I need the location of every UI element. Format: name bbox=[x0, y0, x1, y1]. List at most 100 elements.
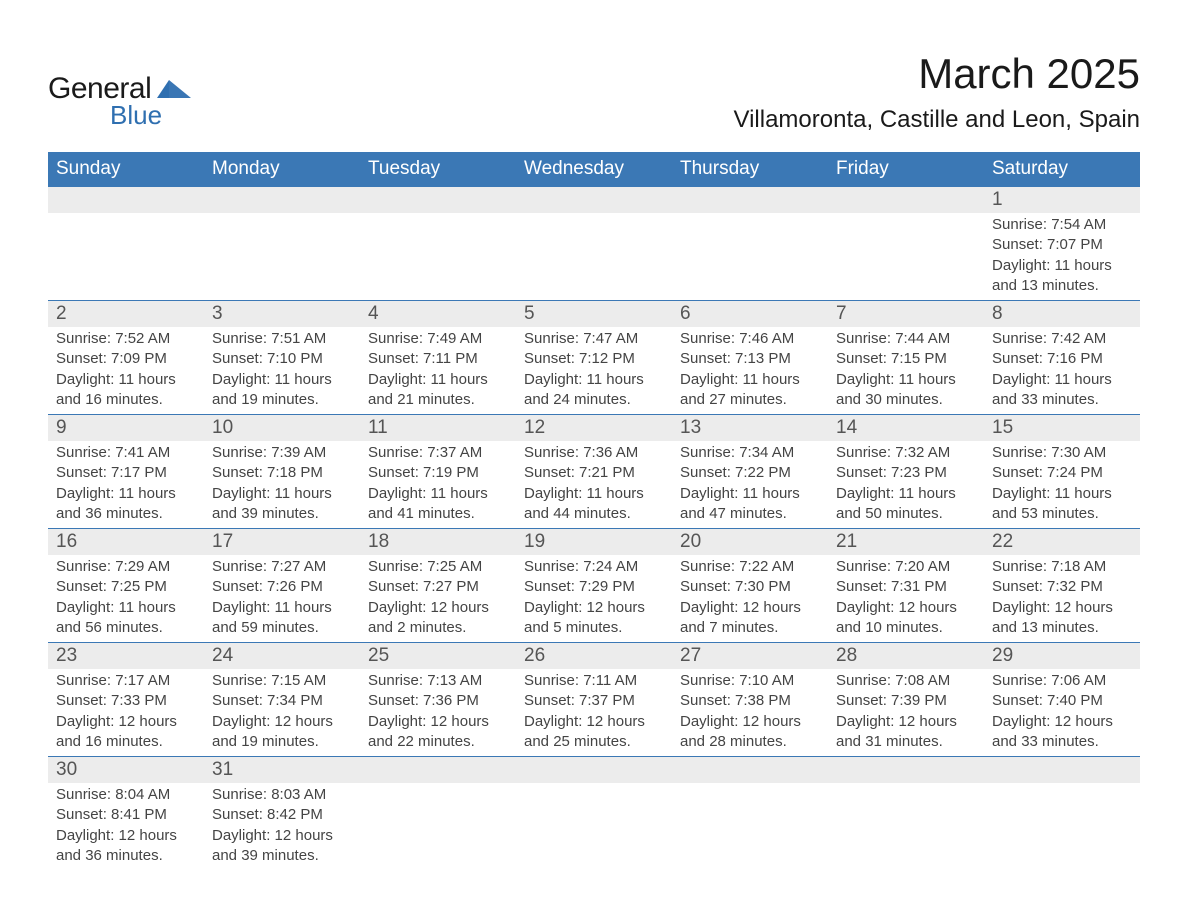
day-sunrise: Sunrise: 7:36 AM bbox=[524, 443, 664, 463]
day-number: 29 bbox=[984, 643, 1140, 669]
day-daylight2: and 39 minutes. bbox=[212, 504, 352, 524]
day-number: 16 bbox=[48, 529, 204, 555]
day-daylight2: and 13 minutes. bbox=[992, 618, 1132, 638]
day-cell-data: Sunrise: 7:36 AMSunset: 7:21 PMDaylight:… bbox=[516, 441, 672, 529]
day-sunset: Sunset: 7:19 PM bbox=[368, 463, 508, 483]
day-cell-data: Sunrise: 7:41 AMSunset: 7:17 PMDaylight:… bbox=[48, 441, 204, 529]
day-sunset: Sunset: 7:24 PM bbox=[992, 463, 1132, 483]
day-daylight2: and 59 minutes. bbox=[212, 618, 352, 638]
day-sunrise: Sunrise: 7:10 AM bbox=[680, 671, 820, 691]
day-cell-data: Sunrise: 7:08 AMSunset: 7:39 PMDaylight:… bbox=[828, 669, 984, 757]
day-details: Sunrise: 7:08 AMSunset: 7:39 PMDaylight:… bbox=[828, 669, 984, 756]
day-sunrise: Sunrise: 7:24 AM bbox=[524, 557, 664, 577]
day-details: Sunrise: 7:18 AMSunset: 7:32 PMDaylight:… bbox=[984, 555, 1140, 642]
day-cell-num: 15 bbox=[984, 415, 1140, 442]
day-cell-num: 14 bbox=[828, 415, 984, 442]
day-sunrise: Sunrise: 7:47 AM bbox=[524, 329, 664, 349]
day-cell-num bbox=[672, 757, 828, 784]
day-cell-num: 9 bbox=[48, 415, 204, 442]
day-cell-data: Sunrise: 7:24 AMSunset: 7:29 PMDaylight:… bbox=[516, 555, 672, 643]
day-daylight2: and 16 minutes. bbox=[56, 390, 196, 410]
day-sunset: Sunset: 7:29 PM bbox=[524, 577, 664, 597]
day-cell-data bbox=[360, 213, 516, 301]
day-daylight2: and 7 minutes. bbox=[680, 618, 820, 638]
daynum-row: 1 bbox=[48, 187, 1140, 214]
day-cell-data: Sunrise: 7:15 AMSunset: 7:34 PMDaylight:… bbox=[204, 669, 360, 757]
day-daylight1: Daylight: 11 hours bbox=[836, 484, 976, 504]
day-sunrise: Sunrise: 7:37 AM bbox=[368, 443, 508, 463]
day-sunrise: Sunrise: 7:30 AM bbox=[992, 443, 1132, 463]
day-daylight2: and 2 minutes. bbox=[368, 618, 508, 638]
day-details: Sunrise: 7:41 AMSunset: 7:17 PMDaylight:… bbox=[48, 441, 204, 528]
day-daylight1: Daylight: 11 hours bbox=[524, 484, 664, 504]
day-details: Sunrise: 8:03 AMSunset: 8:42 PMDaylight:… bbox=[204, 783, 360, 870]
day-daylight2: and 21 minutes. bbox=[368, 390, 508, 410]
day-cell-data: Sunrise: 7:37 AMSunset: 7:19 PMDaylight:… bbox=[360, 441, 516, 529]
day-cell-data: Sunrise: 7:44 AMSunset: 7:15 PMDaylight:… bbox=[828, 327, 984, 415]
day-daylight2: and 47 minutes. bbox=[680, 504, 820, 524]
day-sunrise: Sunrise: 7:11 AM bbox=[524, 671, 664, 691]
day-details: Sunrise: 7:29 AMSunset: 7:25 PMDaylight:… bbox=[48, 555, 204, 642]
day-daylight1: Daylight: 11 hours bbox=[212, 484, 352, 504]
calendar-table: Sunday Monday Tuesday Wednesday Thursday… bbox=[48, 152, 1140, 870]
day-sunset: Sunset: 7:07 PM bbox=[992, 235, 1132, 255]
day-number: 17 bbox=[204, 529, 360, 555]
day-number: 9 bbox=[48, 415, 204, 441]
day-daylight1: Daylight: 11 hours bbox=[56, 484, 196, 504]
day-daylight2: and 24 minutes. bbox=[524, 390, 664, 410]
day-daylight1: Daylight: 11 hours bbox=[836, 370, 976, 390]
day-daylight1: Daylight: 11 hours bbox=[680, 370, 820, 390]
day-cell-data bbox=[672, 213, 828, 301]
day-sunset: Sunset: 7:34 PM bbox=[212, 691, 352, 711]
day-cell-num: 19 bbox=[516, 529, 672, 556]
day-cell-num: 5 bbox=[516, 301, 672, 328]
day-number: 22 bbox=[984, 529, 1140, 555]
col-saturday: Saturday bbox=[984, 152, 1140, 187]
day-daylight1: Daylight: 12 hours bbox=[524, 598, 664, 618]
day-daylight2: and 30 minutes. bbox=[836, 390, 976, 410]
day-sunset: Sunset: 7:18 PM bbox=[212, 463, 352, 483]
day-sunset: Sunset: 7:16 PM bbox=[992, 349, 1132, 369]
day-number: 31 bbox=[204, 757, 360, 783]
day-number: 25 bbox=[360, 643, 516, 669]
day-number: 23 bbox=[48, 643, 204, 669]
day-cell-num bbox=[204, 187, 360, 214]
day-details: Sunrise: 7:46 AMSunset: 7:13 PMDaylight:… bbox=[672, 327, 828, 414]
day-sunset: Sunset: 7:31 PM bbox=[836, 577, 976, 597]
day-number: 1 bbox=[984, 187, 1140, 213]
day-cell-num bbox=[828, 187, 984, 214]
day-details: Sunrise: 7:27 AMSunset: 7:26 PMDaylight:… bbox=[204, 555, 360, 642]
day-number: 3 bbox=[204, 301, 360, 327]
day-sunset: Sunset: 7:26 PM bbox=[212, 577, 352, 597]
day-cell-num: 27 bbox=[672, 643, 828, 670]
col-monday: Monday bbox=[204, 152, 360, 187]
day-cell-num: 7 bbox=[828, 301, 984, 328]
brand-shape-icon bbox=[157, 78, 191, 103]
day-daylight1: Daylight: 12 hours bbox=[680, 712, 820, 732]
day-number: 28 bbox=[828, 643, 984, 669]
day-number: 6 bbox=[672, 301, 828, 327]
col-friday: Friday bbox=[828, 152, 984, 187]
day-details: Sunrise: 7:49 AMSunset: 7:11 PMDaylight:… bbox=[360, 327, 516, 414]
day-cell-data: Sunrise: 7:51 AMSunset: 7:10 PMDaylight:… bbox=[204, 327, 360, 415]
day-sunrise: Sunrise: 7:41 AM bbox=[56, 443, 196, 463]
calendar-body: 1 Sunrise: 7:54 AMSunset: 7:07 PMDayligh… bbox=[48, 187, 1140, 871]
day-daylight2: and 56 minutes. bbox=[56, 618, 196, 638]
day-cell-data: Sunrise: 7:11 AMSunset: 7:37 PMDaylight:… bbox=[516, 669, 672, 757]
day-sunset: Sunset: 7:30 PM bbox=[680, 577, 820, 597]
day-cell-data bbox=[516, 783, 672, 870]
day-details: Sunrise: 7:39 AMSunset: 7:18 PMDaylight:… bbox=[204, 441, 360, 528]
day-sunrise: Sunrise: 7:39 AM bbox=[212, 443, 352, 463]
day-cell-data: Sunrise: 7:42 AMSunset: 7:16 PMDaylight:… bbox=[984, 327, 1140, 415]
daynum-row: 2345678 bbox=[48, 301, 1140, 328]
day-daylight1: Daylight: 12 hours bbox=[992, 598, 1132, 618]
brand-name-blue: Blue bbox=[110, 100, 162, 131]
day-details: Sunrise: 7:34 AMSunset: 7:22 PMDaylight:… bbox=[672, 441, 828, 528]
day-daylight2: and 33 minutes. bbox=[992, 390, 1132, 410]
day-daylight2: and 41 minutes. bbox=[368, 504, 508, 524]
day-cell-num: 1 bbox=[984, 187, 1140, 214]
day-details: Sunrise: 7:51 AMSunset: 7:10 PMDaylight:… bbox=[204, 327, 360, 414]
day-details: Sunrise: 8:04 AMSunset: 8:41 PMDaylight:… bbox=[48, 783, 204, 870]
title-block: March 2025 Villamoronta, Castille and Le… bbox=[734, 50, 1140, 134]
day-cell-num: 4 bbox=[360, 301, 516, 328]
